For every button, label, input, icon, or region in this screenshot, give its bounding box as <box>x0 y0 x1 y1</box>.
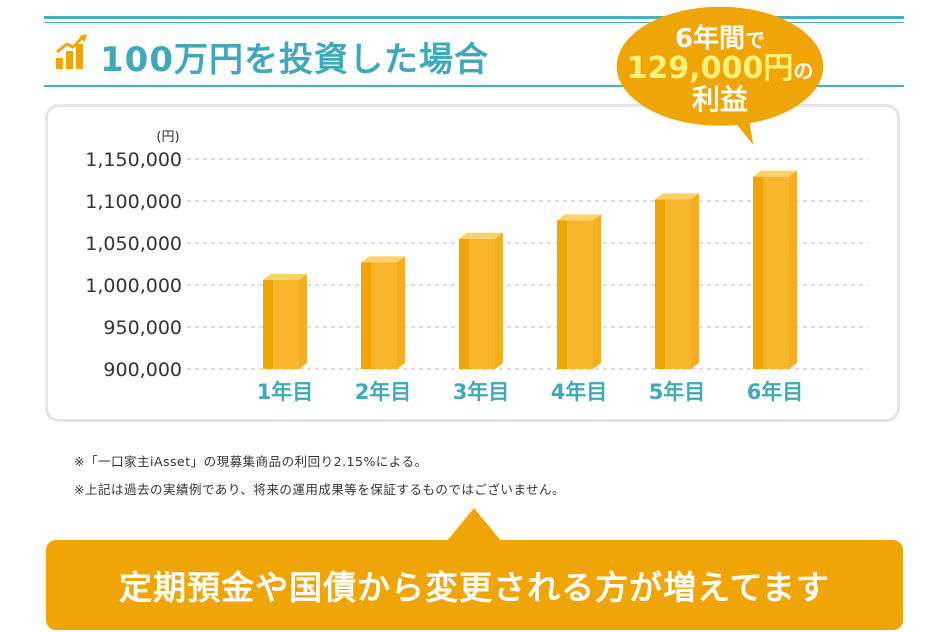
footnotes: ※「一口家主iAsset」の現募集商品の利回り2.15%による。 ※上記は過去の… <box>74 448 565 504</box>
y-tick-label: 1,150,000 <box>85 149 182 171</box>
x-category-label: 2年目 <box>355 380 412 404</box>
bar-side <box>459 238 469 369</box>
x-category-label: 1年目 <box>257 380 314 404</box>
bar-right <box>299 273 307 369</box>
callout-period: 6年間 <box>674 24 746 54</box>
callout-bubble <box>616 6 824 145</box>
bar-top <box>655 193 699 200</box>
x-category-label: 6年目 <box>747 380 804 404</box>
title-rule-bottom <box>44 85 904 87</box>
bar-side <box>753 176 763 369</box>
y-tick-label: 1,000,000 <box>85 275 182 297</box>
x-category-label: 4年目 <box>551 380 608 404</box>
y-axis-unit-label: (円) <box>156 130 179 145</box>
footnote: ※上記は過去の実績例であり、将来の運用成果等を保証するものではございません。 <box>74 482 565 497</box>
x-category-label: 5年目 <box>649 380 706 404</box>
callout-text: 6年間で 129,000円の 利益 <box>600 24 840 116</box>
bar-right <box>593 214 601 369</box>
callout-profit-amount: 129,000円 <box>626 51 794 87</box>
page-title: 100万円を投資した場合 <box>100 40 489 80</box>
bar-right <box>691 193 699 369</box>
callout-profit-label: 利益 <box>691 82 748 116</box>
callout-period-suffix: で <box>745 28 766 52</box>
cta-banner: 定期預金や国債から変更される方が増えてます <box>46 540 903 630</box>
bar-top <box>459 232 503 239</box>
y-tick-label: 900,000 <box>103 359 182 381</box>
bar-chart: (円) 1,150,000 1,100,000 1,050,000 1,000,000 9… <box>85 130 868 404</box>
bar-side <box>263 279 273 369</box>
rising-bar-chart-icon <box>56 34 87 69</box>
bar-top <box>753 170 797 177</box>
callout-amount-suffix: の <box>793 59 814 84</box>
bar-top <box>263 273 307 280</box>
title-rule-top <box>44 22 904 23</box>
footnote: ※「一口家主iAsset」の現募集商品の利回り2.15%による。 <box>74 454 428 469</box>
bar-side <box>361 262 371 369</box>
y-tick-label: 1,100,000 <box>85 191 182 213</box>
bar-side <box>557 220 567 369</box>
y-tick-label: 950,000 <box>103 317 182 339</box>
y-tick-label: 1,050,000 <box>85 233 182 255</box>
title-rule-top-thick <box>44 16 904 19</box>
bar-right <box>495 232 503 369</box>
bar-right <box>789 170 797 369</box>
x-category-label: 3年目 <box>453 380 510 404</box>
bar-right <box>397 256 405 369</box>
banner-pointer <box>446 508 502 542</box>
bar-top <box>361 256 405 263</box>
bar-top <box>557 214 601 221</box>
bar-side <box>655 199 665 369</box>
banner-text: 定期預金や国債から変更される方が増えてます <box>119 568 830 607</box>
